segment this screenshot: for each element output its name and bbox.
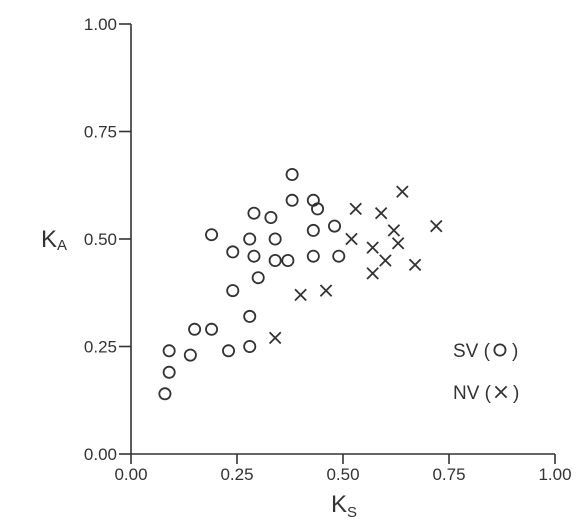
x-tick-label-1: 0.25 <box>220 465 253 484</box>
y-tick-label-2: 0.50 <box>84 230 117 249</box>
y-tick-label-3: 0.75 <box>84 123 117 142</box>
x-tick-label-3: 0.75 <box>432 465 465 484</box>
sv-point-16 <box>264 210 278 224</box>
y-axis-title: KA <box>41 226 67 254</box>
nv-point-11 <box>396 185 409 198</box>
sv-point-18 <box>268 253 282 267</box>
sv-point-11 <box>243 309 257 323</box>
sv-point-10 <box>243 339 257 353</box>
legend-sv-close: ) <box>512 341 518 362</box>
x-axis-title-sub: S <box>347 504 357 521</box>
x-axis-title: KS <box>331 491 357 521</box>
sv-point-5 <box>205 322 219 336</box>
sv-point-4 <box>188 322 202 336</box>
x-tick-label-4: 1.00 <box>538 465 571 484</box>
legend-nv-label: NV ( <box>453 383 492 404</box>
y-axis-title-main: K <box>41 226 57 253</box>
nv-point-13 <box>430 219 443 233</box>
sv-point-20 <box>285 193 299 207</box>
sv-point-21 <box>285 167 299 181</box>
x-tick-label-2: 0.50 <box>326 465 359 484</box>
legend-entry-nv: NV ( ) <box>453 383 519 404</box>
legend-nv-close: ) <box>513 383 519 404</box>
legend-sv-label: SV ( <box>453 341 491 362</box>
y-tick-label-1: 0.25 <box>84 338 117 357</box>
y-tick-label-0: 0.00 <box>84 445 117 464</box>
sv-point-6 <box>205 228 219 242</box>
y-tick-label-4: 1.00 <box>84 15 117 34</box>
nv-point-1 <box>294 288 307 302</box>
x-ticks: 0.00 0.25 0.50 0.75 1.00 <box>114 454 572 484</box>
sv-point-9 <box>226 245 240 259</box>
nv-point-5 <box>366 241 379 254</box>
data-points <box>158 167 443 401</box>
nv-point-8 <box>379 254 392 267</box>
sv-point-25 <box>311 202 325 216</box>
x-tick-label-0: 0.00 <box>114 465 147 484</box>
sv-point-3 <box>183 348 197 362</box>
nv-point-4 <box>349 202 362 216</box>
nv-point-0 <box>268 331 282 345</box>
sv-point-19 <box>281 253 295 267</box>
nv-point-3 <box>345 232 358 246</box>
legend-entry-sv: SV ( ) <box>453 341 518 362</box>
sv-point-23 <box>306 223 320 237</box>
nv-point-10 <box>391 237 405 250</box>
sv-point-1 <box>162 365 176 379</box>
sv-point-8 <box>226 284 240 298</box>
series-sv <box>158 167 346 401</box>
nv-point-6 <box>366 267 379 280</box>
sv-point-27 <box>332 249 346 263</box>
nv-point-9 <box>387 224 401 237</box>
nv-point-12 <box>408 258 422 272</box>
sv-point-24 <box>306 249 320 263</box>
sv-point-13 <box>247 206 261 220</box>
nv-point-2 <box>319 284 333 297</box>
sv-point-2 <box>162 344 176 358</box>
legend-sv-marker <box>493 343 507 357</box>
legend: SV ( ) NV ( ) <box>453 341 519 404</box>
sv-point-12 <box>243 232 257 246</box>
sv-point-26 <box>328 219 342 233</box>
y-ticks: 0.00 0.25 0.50 0.75 1.00 <box>84 15 131 464</box>
y-axis-title-sub: A <box>57 237 67 254</box>
nv-point-7 <box>374 206 388 220</box>
sv-point-7 <box>222 344 236 358</box>
series-nv <box>268 185 443 345</box>
legend-nv-marker <box>494 385 508 399</box>
x-axis-title-main: K <box>331 491 347 518</box>
sv-point-17 <box>268 232 282 246</box>
sv-point-14 <box>247 249 261 263</box>
sv-point-0 <box>158 387 172 401</box>
sv-point-15 <box>251 271 265 285</box>
axes <box>130 24 555 455</box>
